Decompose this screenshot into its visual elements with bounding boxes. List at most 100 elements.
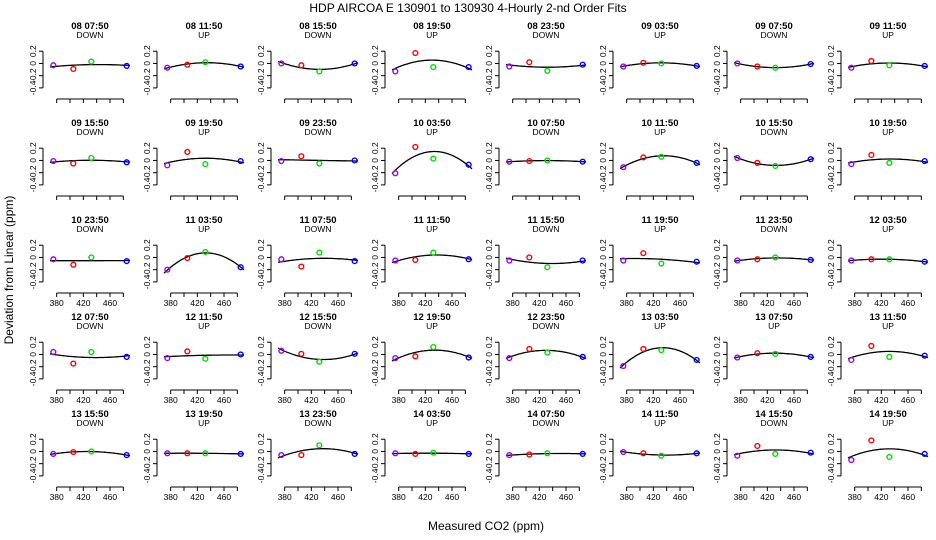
y-tick-label: 0 <box>712 61 722 66</box>
y-tick-label: 0 <box>598 449 608 454</box>
y-tick-label: -0.2 <box>712 456 722 471</box>
x-tick-label: 420 <box>418 492 432 502</box>
panel-direction: UP <box>426 224 438 234</box>
y-tick-label: 0.2 <box>142 142 152 154</box>
data-point <box>316 160 323 167</box>
data-point <box>921 157 928 165</box>
y-tick-label: -0.2 <box>142 165 152 180</box>
data-point <box>123 452 130 459</box>
data-point <box>298 263 305 270</box>
x-tick-label: 380 <box>848 298 862 308</box>
data-point <box>848 64 855 71</box>
y-tick-label: 0.2 <box>598 433 608 445</box>
x-tick-label: 420 <box>532 395 546 405</box>
panel-direction: DOWN <box>77 418 104 428</box>
x-tick-label: 460 <box>673 298 687 308</box>
data-point <box>316 68 323 75</box>
data-point <box>658 452 665 459</box>
panel-title: 11 19:50 <box>642 215 679 226</box>
data-point <box>526 157 533 165</box>
x-tick-label: 460 <box>559 492 573 502</box>
x-tick-label: 460 <box>445 298 459 308</box>
data-point <box>772 450 779 457</box>
y-tick-label: 0 <box>826 158 836 163</box>
x-tick-label: 420 <box>190 395 204 405</box>
data-point <box>278 256 285 263</box>
y-tick-label: 0.2 <box>142 336 152 348</box>
y-tick-label: -0.4 <box>256 274 266 289</box>
data-point <box>868 437 875 444</box>
y-tick-label: -0.4 <box>484 468 494 483</box>
x-tick-label: 420 <box>874 395 888 405</box>
x-tick-label: 460 <box>787 395 801 405</box>
x-tick-label: 380 <box>734 298 748 308</box>
fit-curve <box>733 61 815 69</box>
fit-curve <box>163 62 245 70</box>
y-tick-label: 0 <box>142 158 152 163</box>
data-point <box>184 61 191 68</box>
y-tick-label: -0.2 <box>256 262 266 277</box>
data-point <box>886 159 893 166</box>
data-point <box>886 353 893 360</box>
panel-direction: DOWN <box>77 321 104 331</box>
y-tick-label: 0 <box>142 352 152 357</box>
data-point <box>202 355 209 362</box>
fit-curve <box>392 452 472 455</box>
fit-curve <box>163 354 244 358</box>
y-tick-label: 0.2 <box>370 142 380 154</box>
fit-curve <box>164 452 245 455</box>
y-tick-label: -0.4 <box>826 80 836 95</box>
data-point <box>734 60 741 67</box>
data-point <box>807 449 814 456</box>
data-point <box>754 442 761 450</box>
y-tick-label: -0.2 <box>142 262 152 277</box>
data-point <box>921 352 928 359</box>
data-point <box>412 256 419 263</box>
data-point <box>88 254 95 261</box>
y-tick-label: -0.4 <box>28 468 38 483</box>
y-tick-label: 0.2 <box>142 433 152 445</box>
x-tick-label: 420 <box>190 298 204 308</box>
y-tick-label: -0.2 <box>826 68 836 83</box>
panel-title: 14 11:50 <box>642 409 679 420</box>
data-point <box>640 59 647 66</box>
y-tick-label: 0 <box>712 158 722 163</box>
panel-title: 13 07:50 <box>755 312 793 323</box>
data-point <box>316 442 323 449</box>
y-tick-label: -0.4 <box>142 274 152 289</box>
panel-title: 14 19:50 <box>869 409 907 420</box>
x-tick-label: 380 <box>164 298 178 308</box>
fit-curve <box>505 452 586 457</box>
y-tick-label: -0.2 <box>484 359 494 374</box>
y-tick-label: 0 <box>826 255 836 260</box>
y-tick-label: 0.2 <box>826 142 836 154</box>
y-tick-label: -0.4 <box>28 177 38 192</box>
x-tick-label: 460 <box>787 298 801 308</box>
y-tick-label: -0.4 <box>598 177 608 192</box>
fit-curve <box>277 257 359 264</box>
panel-direction: UP <box>198 30 210 40</box>
data-point <box>164 266 171 273</box>
data-point <box>620 257 627 264</box>
data-point <box>506 257 513 264</box>
x-tick-label: 420 <box>532 298 546 308</box>
y-tick-label: -0.4 <box>712 274 722 289</box>
x-tick-label: 420 <box>418 395 432 405</box>
x-tick-label: 460 <box>559 395 573 405</box>
data-point <box>544 157 551 164</box>
y-tick-label: -0.2 <box>28 165 38 180</box>
y-tick-label: -0.2 <box>826 456 836 471</box>
data-point <box>164 162 171 169</box>
data-point <box>298 153 305 160</box>
panel-direction: UP <box>426 321 438 331</box>
panel-title: 10 03:50 <box>413 118 451 129</box>
data-point <box>412 49 419 57</box>
y-tick-label: -0.4 <box>256 371 266 386</box>
x-tick-label: 420 <box>76 298 90 308</box>
